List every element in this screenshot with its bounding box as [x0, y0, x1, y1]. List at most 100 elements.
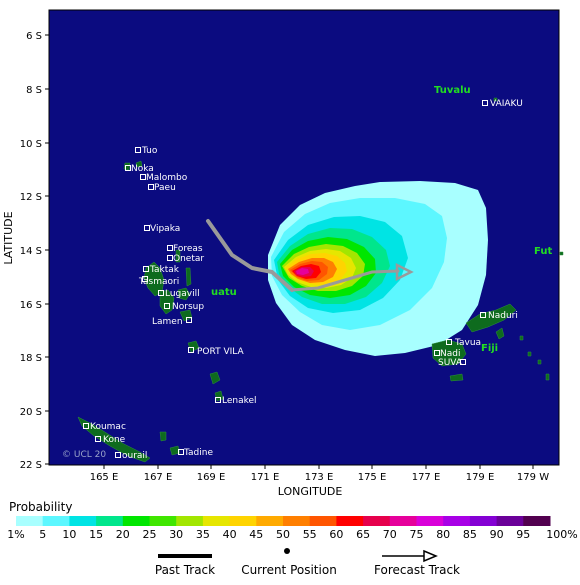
place-label: Paeu: [154, 183, 176, 193]
legend-swatch: [122, 516, 150, 526]
lat-tick-label: 12 S: [20, 192, 42, 203]
lon-tick-label: 169 E: [197, 472, 226, 483]
place-label: Foreas: [173, 244, 203, 254]
place-label: Noka: [131, 164, 154, 174]
legend-swatch: [202, 516, 231, 526]
country-labels: Tuvalu uatu Fiji Fut: [211, 85, 552, 354]
lat-tick-label: 16 S: [20, 300, 42, 311]
legend-label: 45: [249, 528, 263, 541]
legend-label: 85: [463, 528, 477, 541]
lon-tick-label: 171 E: [251, 472, 280, 483]
legend-label: 75: [410, 528, 424, 541]
legend-label: 60: [329, 528, 343, 541]
country-label-tuvalu: Tuvalu: [434, 85, 471, 96]
place-markers: [83, 100, 488, 458]
legend-swatch: [523, 516, 551, 526]
copyright-text: © UCL 20: [62, 450, 106, 460]
map-frame: [48, 9, 560, 466]
legend-label: 35: [196, 528, 210, 541]
lat-tick-label: 14 S: [20, 246, 42, 257]
land-lau-2: [527, 351, 532, 357]
legend-swatch: [336, 516, 364, 526]
legend-label: 30: [169, 528, 183, 541]
place-label: Lenakel: [222, 396, 257, 406]
current-position-label: Current Position: [241, 563, 337, 577]
legend-swatch: [496, 516, 524, 526]
place-label: Taktak: [149, 265, 180, 275]
place-marker: [144, 225, 150, 231]
lon-tick-label: 173 E: [305, 472, 334, 483]
legend-swatch: [16, 516, 44, 526]
place-marker: [143, 266, 149, 272]
lon-tick-label: 179 W: [517, 472, 549, 483]
lon-tick-label: 167 E: [144, 472, 173, 483]
land-ambrym: [177, 287, 191, 301]
place-label: Onetar: [173, 254, 204, 264]
land-loyalty-ouvea: [159, 431, 167, 442]
legend-label: 95: [516, 528, 530, 541]
land-lau-1: [519, 335, 524, 341]
lat-tick-labels: 6 S 8 S 10 S 12 S 14 S 16 S 18 S 20 S 22…: [20, 31, 42, 471]
legend-swatch: [389, 516, 417, 526]
place-label: Norsup: [172, 302, 204, 312]
legend-swatch: [283, 516, 311, 526]
legend-swatch: [256, 516, 284, 526]
land-maewo: [175, 249, 181, 263]
place-marker: [434, 350, 440, 356]
country-label-futuna: Fut: [534, 246, 552, 257]
past-track-label: Past Track: [155, 563, 215, 577]
place-label: ourail: [122, 451, 147, 461]
lat-tick-label: 8 S: [26, 85, 42, 96]
place-label: Kone: [103, 435, 126, 445]
legend-swatch: [469, 516, 498, 526]
longitude-axis-title: LONGITUDE: [278, 485, 343, 498]
land-torres: [123, 162, 131, 171]
place-marker: [480, 312, 486, 318]
lat-tick-label: 22 S: [20, 460, 42, 471]
place-marker: [140, 174, 146, 180]
lat-tick-label: 6 S: [26, 31, 42, 42]
land-pentecost: [185, 267, 192, 287]
land-new-caledonia: [77, 416, 151, 463]
place-marker: [83, 423, 89, 429]
place-marker: [125, 165, 131, 171]
legend-swatch: [363, 516, 391, 526]
legend-swatch: [416, 516, 444, 526]
place-marker: [142, 276, 148, 282]
place-marker: [164, 303, 170, 309]
latitude-axis-title: LATITUDE: [2, 211, 15, 264]
land-efate: [187, 340, 200, 353]
place-marker: [158, 290, 164, 296]
legend-title: Probability: [9, 500, 72, 514]
place-marker: [167, 255, 173, 261]
legend-color-bar: [16, 516, 551, 526]
place-marker: [215, 397, 221, 403]
legend-swatch: [42, 516, 70, 526]
lat-tick-label: 20 S: [20, 407, 42, 418]
land-masses: [77, 97, 564, 463]
place-marker: [188, 347, 194, 353]
place-label: Tadine: [183, 448, 213, 458]
lon-tick-label: 175 E: [358, 472, 387, 483]
legend-label: 40: [223, 528, 237, 541]
legend-swatch: [69, 516, 97, 526]
land-tuvalu-islet: [493, 97, 498, 102]
place-label: Koumac: [90, 422, 126, 432]
legend-swatch: [149, 516, 177, 526]
place-label: Tasmaori: [138, 277, 179, 287]
land-lifou: [169, 445, 181, 456]
place-marker: [135, 147, 141, 153]
legend-label: 80: [436, 528, 450, 541]
legend-label: 5: [39, 528, 46, 541]
legend-label: 25: [143, 528, 157, 541]
legend-swatch: [96, 516, 124, 526]
legend-swatch: [176, 516, 204, 526]
legend-swatch: [229, 516, 257, 526]
place-marker: [95, 436, 101, 442]
forecast-track-arrowhead: [395, 262, 414, 282]
land-lau-3: [545, 373, 550, 381]
axis-ticks: [45, 34, 534, 469]
country-label-vanuatu: uatu: [211, 287, 237, 298]
place-marker: [446, 339, 452, 345]
